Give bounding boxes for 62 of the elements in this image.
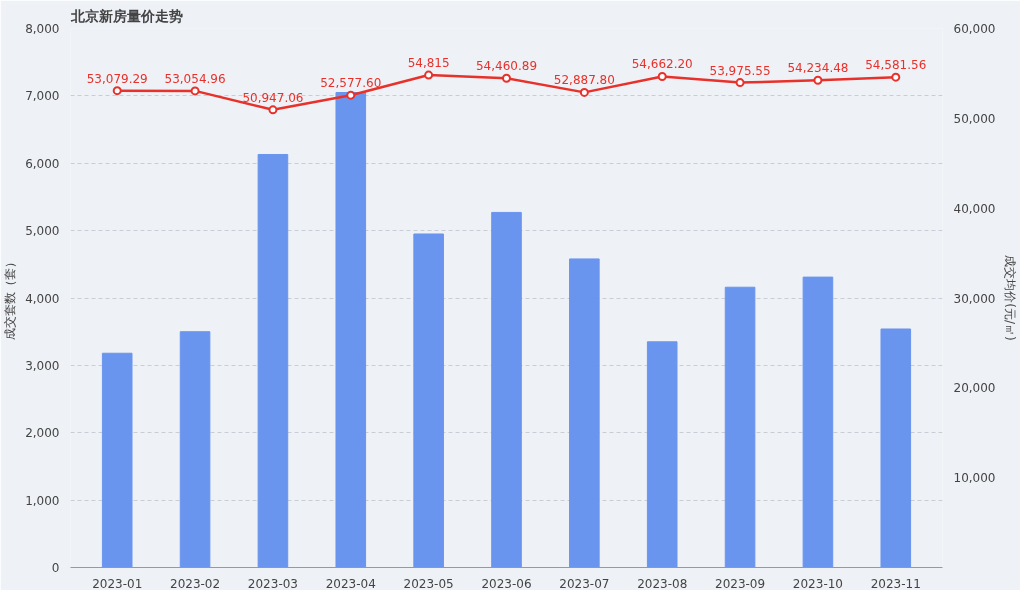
x-tick-label: 2023-09 <box>715 576 766 591</box>
bar <box>724 286 756 568</box>
point <box>424 70 434 80</box>
bar <box>646 341 678 568</box>
bar <box>257 153 289 568</box>
x-tick-label: 2023-02 <box>170 576 221 591</box>
y2-tick-label: 50,000 <box>953 111 996 126</box>
data-label: 54,662.20 <box>631 57 693 72</box>
point <box>268 105 278 115</box>
y-tick-label: 4,000 <box>25 291 60 306</box>
data-label: 54,234.48 <box>787 61 849 76</box>
y-tick-label: 2,000 <box>25 426 60 441</box>
point <box>502 73 511 83</box>
y2-tick-label: 40,000 <box>953 201 996 216</box>
data-label: 54,815 <box>407 56 450 71</box>
point <box>579 87 589 97</box>
data-label: 52,577.60 <box>320 76 382 91</box>
point <box>346 90 356 100</box>
y2-tick-label: 60,000 <box>953 22 996 36</box>
data-label: 53,054.96 <box>164 71 226 86</box>
y-tick-label: 8,000 <box>25 22 60 36</box>
x-tick-label: 2023-08 <box>637 576 688 591</box>
bar <box>569 258 600 568</box>
x-tick-label: 2023-05 <box>403 576 454 591</box>
x-tick-label: 2023-10 <box>792 576 843 591</box>
y2-axis-title: 成交均价(元/㎡) <box>1003 255 1018 341</box>
y-tick-label: 3,000 <box>25 358 60 373</box>
bar <box>413 233 444 568</box>
x-tick-label: 2023-07 <box>559 576 610 591</box>
data-label: 53,079.29 <box>86 71 148 86</box>
y2-tick-label: 30,000 <box>953 291 996 306</box>
x-tick-label: 2023-11 <box>870 576 921 591</box>
data-label: 50,947.06 <box>242 90 304 105</box>
bar <box>880 328 912 568</box>
point <box>657 71 667 81</box>
data-label: 53,975.55 <box>709 63 771 78</box>
y2-tick-label: 20,000 <box>953 381 996 396</box>
point <box>735 78 745 88</box>
y-tick-label: 7,000 <box>25 89 60 104</box>
x-tick-label: 2023-03 <box>247 576 298 591</box>
point <box>891 72 901 82</box>
y-tick-label: 0 <box>51 561 60 575</box>
y2-tick-label: 10,000 <box>953 471 996 486</box>
x-tick-label: 2023-04 <box>325 576 376 591</box>
data-label: 54,581.56 <box>865 58 927 73</box>
y-tick-label: 6,000 <box>25 156 60 171</box>
bar <box>335 92 367 568</box>
point <box>813 75 823 85</box>
bar <box>491 211 522 568</box>
data-label: 52,887.80 <box>553 73 615 88</box>
data-label: 54,460.89 <box>475 59 538 74</box>
bar <box>179 331 211 568</box>
x-tick-label: 2023-06 <box>481 576 532 591</box>
bar <box>101 352 133 568</box>
chart-title: 北京新房量价走势 <box>69 7 183 24</box>
x-tick-label: 2023-01 <box>92 576 143 591</box>
point <box>112 86 122 96</box>
bar <box>802 276 834 568</box>
point <box>190 86 200 96</box>
y-axis-title: 成交套数（套） <box>3 256 18 340</box>
y-tick-label: 5,000 <box>25 224 60 239</box>
y-tick-label: 1,000 <box>25 493 60 508</box>
